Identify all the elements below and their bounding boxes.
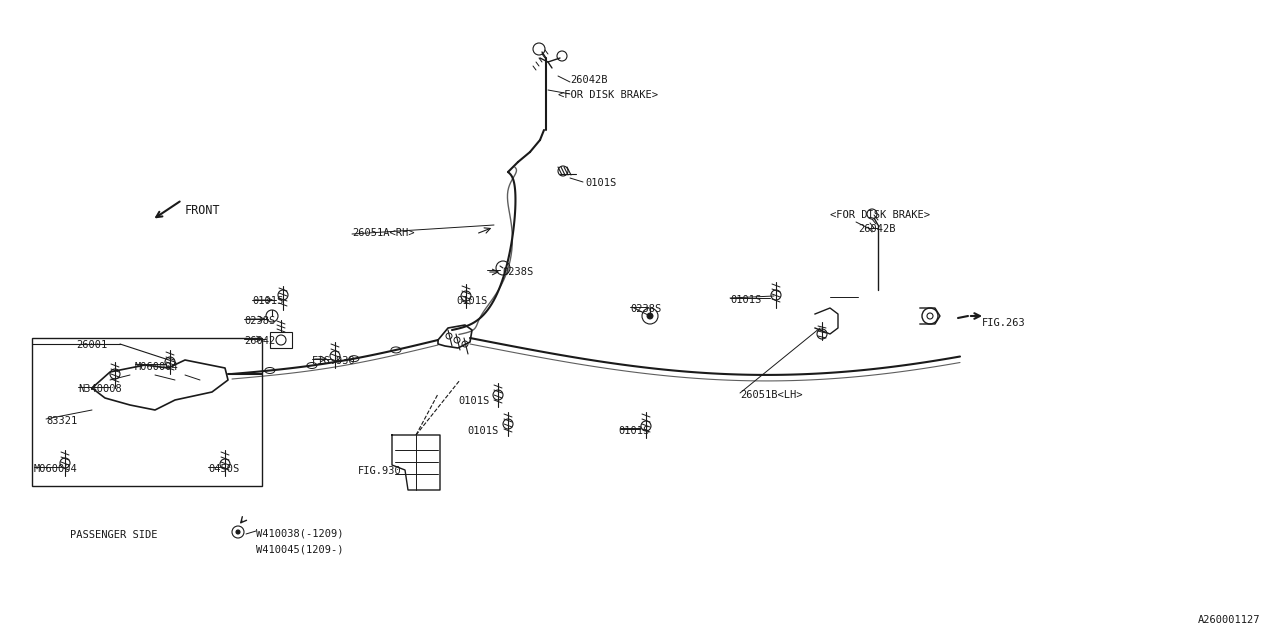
Text: 26051A<RH>: 26051A<RH> [352,228,415,238]
Text: <FOR DISK BRAKE>: <FOR DISK BRAKE> [558,90,658,100]
Text: 0101S: 0101S [456,296,488,306]
Text: 83321: 83321 [46,416,77,426]
Text: FRONT: FRONT [186,204,220,217]
Text: M060004: M060004 [35,464,78,474]
Text: W410045(1209-): W410045(1209-) [256,544,343,554]
Text: 26051B<LH>: 26051B<LH> [740,390,803,400]
Text: 26042B: 26042B [858,224,896,234]
Text: 0101S: 0101S [618,426,649,436]
Text: 0101S: 0101S [730,295,762,305]
Text: 0101S: 0101S [585,178,616,188]
Text: M060004: M060004 [134,362,179,372]
Text: 0101S: 0101S [467,426,498,436]
Bar [32,338,262,486]
Text: A260001127: A260001127 [1198,615,1260,625]
Circle shape [236,530,241,534]
Text: <FOR DISK BRAKE>: <FOR DISK BRAKE> [829,210,931,220]
Bar [270,332,292,348]
Text: 0101S: 0101S [252,296,283,306]
Text: 26042: 26042 [244,336,275,346]
Text: N340008: N340008 [78,384,122,394]
Text: 0238S: 0238S [630,304,662,314]
Text: 0450S: 0450S [207,464,239,474]
Text: 0101S: 0101S [458,396,489,406]
Text: FIG.263: FIG.263 [982,318,1025,328]
Text: 26042B: 26042B [570,75,608,85]
Text: PASSENGER SIDE: PASSENGER SIDE [70,530,157,540]
Text: FIG.930: FIG.930 [358,466,402,476]
Text: W410038(-1209): W410038(-1209) [256,528,343,538]
Text: 0238S: 0238S [244,316,275,326]
Text: 0238S: 0238S [502,267,534,277]
Text: FIG.930: FIG.930 [312,356,356,366]
Text: 26001: 26001 [76,340,108,350]
Circle shape [646,313,653,319]
